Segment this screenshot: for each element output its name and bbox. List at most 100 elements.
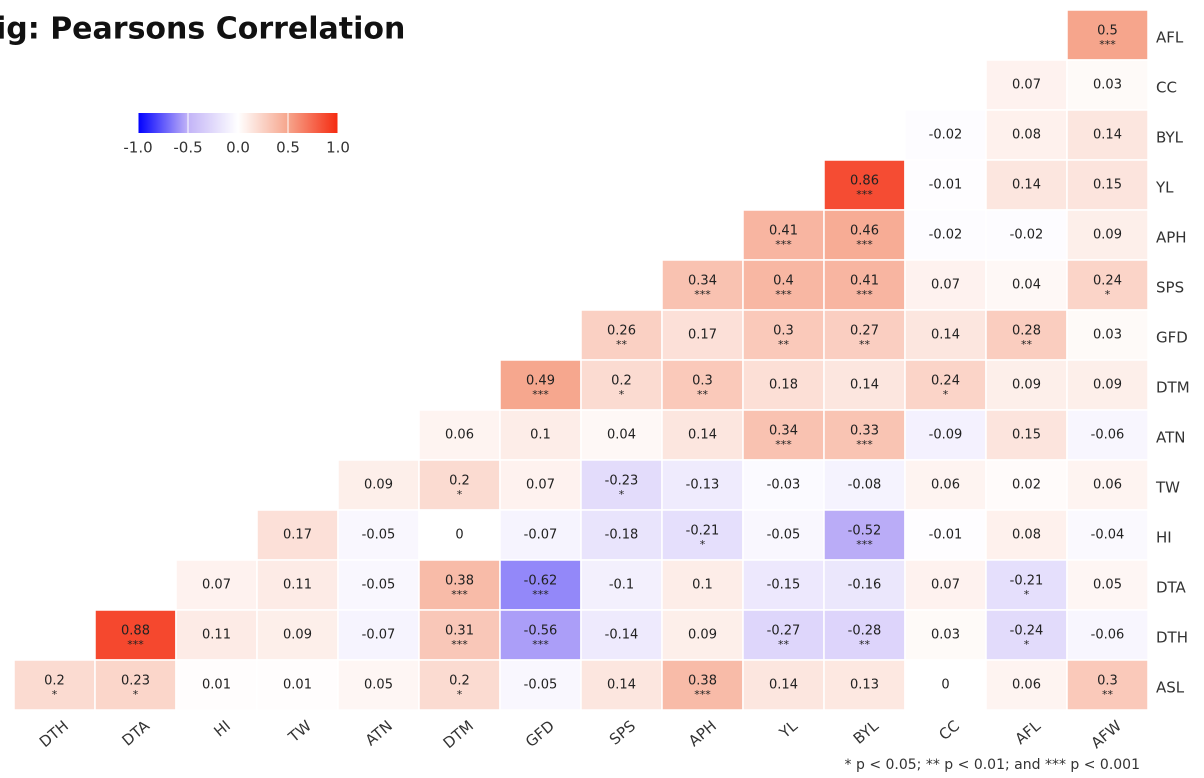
cell-value: 0.01 — [283, 678, 312, 693]
heatmap-cell — [337, 659, 420, 711]
cell-significance: *** — [856, 288, 873, 301]
cell-value: 0.14 — [931, 328, 960, 343]
cell-value: 0.88 — [121, 624, 150, 639]
y-tick-label: CC — [1156, 79, 1177, 97]
cell-significance: *** — [451, 638, 468, 651]
heatmap-cell — [580, 659, 663, 711]
heatmap-cell — [580, 559, 663, 611]
cell-significance: *** — [856, 538, 873, 551]
cell-value: 0.4 — [773, 274, 794, 289]
cell-value: 0.05 — [364, 678, 393, 693]
color-tick-label: 1.0 — [326, 139, 350, 157]
cell-value: -0.03 — [767, 478, 801, 493]
cell-value: 0.26 — [607, 324, 636, 339]
x-tick-label: DTA — [119, 716, 154, 749]
heatmap-cell — [1066, 559, 1149, 611]
heatmap-cell — [1066, 459, 1149, 511]
cell-value: -0.06 — [1091, 628, 1125, 643]
cell-value: -0.01 — [929, 528, 963, 543]
cell-value: 0.34 — [688, 274, 717, 289]
x-tick-label: HI — [210, 717, 234, 741]
cell-value: 0.15 — [1093, 178, 1122, 193]
cell-value: 0.24 — [1093, 274, 1122, 289]
y-tick-label: AFL — [1156, 29, 1184, 47]
cell-value: -0.15 — [767, 578, 801, 593]
cell-value: 0.2 — [449, 674, 470, 689]
heatmap-cell — [904, 409, 987, 461]
heatmap-cell — [661, 659, 744, 711]
heatmap-cell — [823, 259, 906, 311]
heatmap-cell — [904, 559, 987, 611]
chart-title: ig: Pearsons Correlation — [0, 12, 405, 47]
cell-value: -0.05 — [362, 528, 396, 543]
cell-value: 0.06 — [445, 428, 474, 443]
cell-value: 0.14 — [850, 378, 879, 393]
cell-value: 0.17 — [283, 528, 312, 543]
x-tick-label: DTH — [36, 717, 72, 751]
heatmap-cell — [418, 559, 501, 611]
heatmap-cell — [661, 559, 744, 611]
heatmap-cell — [1066, 609, 1149, 661]
cell-value: -0.16 — [848, 578, 882, 593]
heatmap-cell — [661, 409, 744, 461]
x-tick-label: YL — [775, 716, 801, 742]
heatmap-cell — [499, 459, 582, 511]
y-tick-label: GFD — [1156, 329, 1188, 347]
cell-value: -0.05 — [362, 578, 396, 593]
cell-significance: *** — [856, 188, 873, 201]
heatmap-cell — [985, 59, 1068, 111]
heatmap-cell — [94, 659, 177, 711]
x-tick-label: APH — [685, 717, 720, 750]
cell-value: 0.15 — [1012, 428, 1041, 443]
cell-significance: *** — [1099, 38, 1116, 51]
heatmap-cell — [256, 609, 339, 661]
cell-significance: *** — [775, 238, 792, 251]
cell-value: -0.05 — [767, 528, 801, 543]
cell-value: 0.3 — [692, 374, 713, 389]
color-tick-label: -1.0 — [123, 139, 152, 157]
cell-value: 0.02 — [1012, 478, 1041, 493]
heatmap-cell — [661, 309, 744, 361]
cell-value: 0.2 — [449, 474, 470, 489]
heatmap-cell — [256, 659, 339, 711]
heatmap-cell — [499, 659, 582, 711]
cell-value: 0 — [941, 678, 949, 693]
x-tick-label: TW — [284, 717, 315, 747]
cell-value: 0.1 — [530, 428, 551, 443]
cell-value: 0.14 — [688, 428, 717, 443]
cell-value: 0.07 — [931, 578, 960, 593]
heatmap-cell — [13, 659, 96, 711]
cell-value: -0.14 — [605, 628, 639, 643]
cell-significance: *** — [532, 638, 549, 651]
cell-value: 0.34 — [769, 424, 798, 439]
cell-value: 0.24 — [931, 374, 960, 389]
cell-significance: * — [457, 488, 463, 501]
heatmap-cell — [256, 509, 339, 561]
cell-value: 0.3 — [773, 324, 794, 339]
cell-value: -0.52 — [848, 524, 882, 539]
cell-value: 0.09 — [1012, 378, 1041, 393]
cell-value: -0.02 — [929, 228, 963, 243]
heatmap-cell — [985, 659, 1068, 711]
x-tick-label: AFL — [1012, 716, 1045, 748]
cell-value: -0.21 — [1010, 574, 1044, 589]
cell-value: -0.05 — [524, 678, 558, 693]
cell-value: 0.09 — [283, 628, 312, 643]
cell-value: 0.31 — [445, 624, 474, 639]
cell-value: -0.21 — [686, 524, 720, 539]
heatmap-cell — [580, 309, 663, 361]
heatmap-cell — [1066, 9, 1149, 61]
cell-value: -0.24 — [1010, 624, 1044, 639]
y-tick-label: BYL — [1156, 129, 1184, 147]
cell-value: 0.03 — [1093, 78, 1122, 93]
cell-value: 0.38 — [445, 574, 474, 589]
cell-value: 0.07 — [202, 578, 231, 593]
cell-value: -0.28 — [848, 624, 882, 639]
footnote: * p < 0.05; ** p < 0.01; and *** p < 0.0… — [845, 757, 1140, 773]
cell-value: -0.02 — [929, 128, 963, 143]
heatmap-cell — [256, 559, 339, 611]
cell-significance: * — [52, 688, 58, 701]
x-tick-label: ATN — [362, 717, 396, 750]
y-tick-label: SPS — [1156, 279, 1184, 297]
